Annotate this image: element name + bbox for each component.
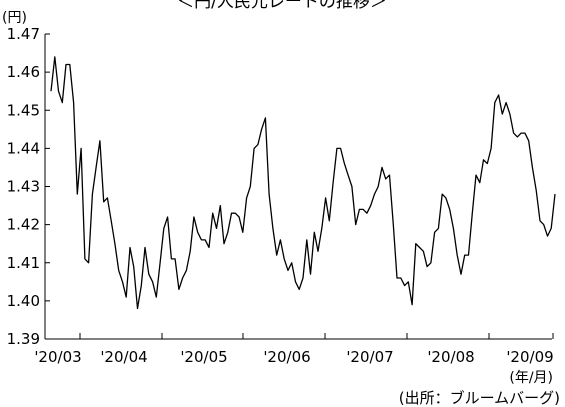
x-tick-label: '20/08	[427, 348, 474, 366]
x-axis: '20/03 '20/04 '20/05 '20/06 '20/07 '20/08 '20/…	[34, 333, 554, 366]
y-axis: 1.47 1.46 1.45 1.44 1.43 1.42 1.41 1.40 1.39	[7, 25, 50, 348]
y-tick-label: 1.44	[7, 139, 40, 157]
source-note: (出所：ブルームバーグ)	[399, 389, 560, 407]
y-axis-unit: (円)	[2, 10, 27, 26]
y-tick-label: 1.45	[7, 101, 40, 119]
y-tick-label: 1.41	[7, 254, 40, 272]
y-tick-label: 1.46	[7, 63, 40, 81]
series-line-cny	[50, 56, 556, 310]
y-tick-label: 1.39	[7, 330, 40, 348]
y-tick-label: 1.47	[7, 25, 40, 43]
y-tick-label: 1.43	[7, 178, 40, 196]
x-tick-label: '20/03	[34, 348, 81, 366]
x-tick-label: '20/05	[180, 348, 227, 366]
x-tick-label: '20/04	[100, 348, 147, 366]
chart-title: ＜円/人民元レートの推移＞	[177, 0, 387, 12]
y-tick-label: 1.40	[7, 292, 40, 310]
x-axis-unit: (年/月)	[509, 370, 553, 386]
plot-area	[50, 56, 556, 310]
x-tick-label: '20/09	[506, 348, 553, 366]
x-tick-label: '20/07	[346, 348, 393, 366]
x-tick-label: '20/06	[263, 348, 310, 366]
y-tick-label: 1.42	[7, 216, 40, 234]
